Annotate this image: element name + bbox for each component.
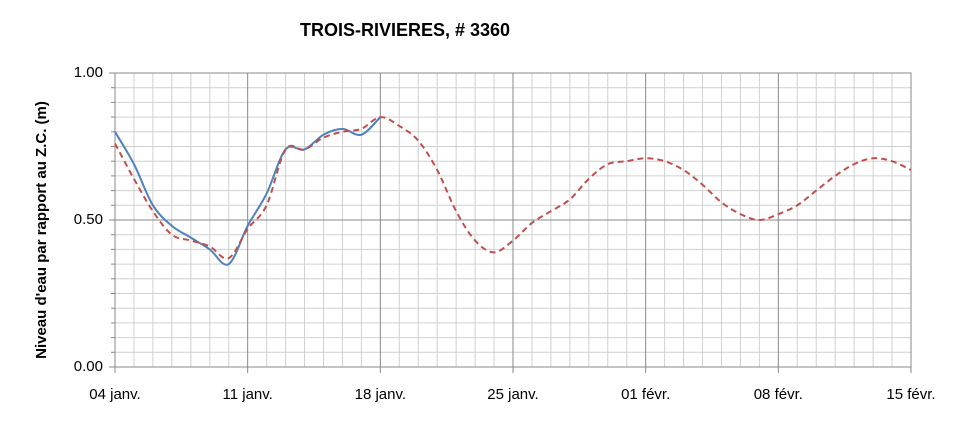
y-tick-label: 0.50 — [74, 211, 103, 228]
x-tick-label: 15 févr. — [886, 386, 935, 403]
x-tick-label: 18 janv. — [355, 386, 406, 403]
x-tick-label: 25 janv. — [487, 386, 538, 403]
chart-title: TROIS-RIVIERES, # 3360 — [300, 20, 510, 40]
y-tick-label: 1.00 — [74, 64, 103, 81]
x-tick-label: 11 janv. — [223, 386, 273, 403]
series-line — [114, 116, 912, 260]
series-line — [114, 116, 382, 266]
y-tick-label: 0.00 — [74, 358, 103, 375]
y-axis-label: Niveau d'eau par rapport au Z.C. (m) — [33, 101, 50, 359]
x-tick-label: 01 févr. — [621, 386, 670, 403]
x-tick-label: 04 janv. — [89, 386, 140, 403]
x-tick-label: 08 févr. — [754, 386, 803, 403]
